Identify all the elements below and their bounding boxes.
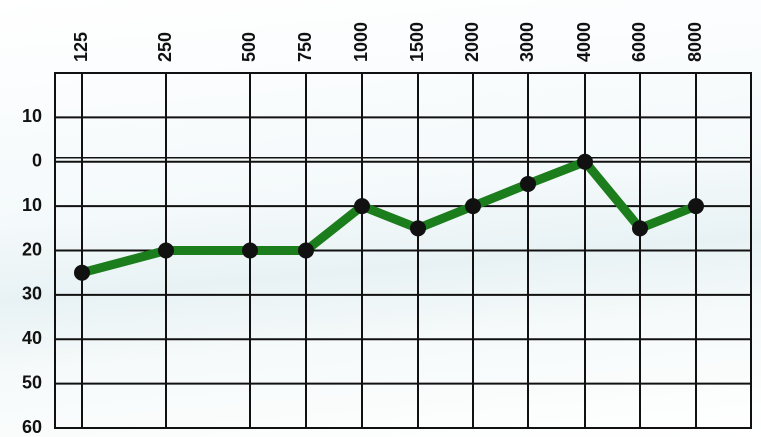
- y-tick-label: 60: [22, 417, 42, 437]
- data-point: [577, 153, 593, 170]
- y-tick-label: 50: [22, 372, 42, 392]
- y-tick-label: 40: [22, 328, 42, 348]
- x-tick-label: 250: [155, 32, 175, 62]
- data-point: [354, 198, 370, 215]
- x-tick-label: 6000: [629, 22, 649, 62]
- data-point: [242, 242, 258, 259]
- data-point: [74, 264, 90, 281]
- series-line: [80, 157, 698, 278]
- x-tick-label: 1500: [407, 22, 427, 62]
- data-point: [465, 198, 481, 215]
- y-tick-label: 30: [22, 284, 42, 304]
- x-tick-label: 500: [239, 32, 259, 62]
- x-tick-label: 4000: [574, 22, 594, 62]
- data-point: [632, 220, 648, 237]
- data-point: [158, 242, 174, 259]
- data-point: [410, 220, 426, 237]
- x-tick-label: 3000: [517, 22, 537, 62]
- y-tick-label: 10: [22, 106, 42, 126]
- x-tick-label: 8000: [685, 22, 705, 62]
- data-point: [298, 242, 314, 259]
- x-tick-label: 2000: [462, 22, 482, 62]
- y-tick-label: 0: [32, 151, 42, 171]
- y-tick-label: 20: [22, 239, 42, 259]
- y-tick-label: 10: [22, 195, 42, 215]
- data-point: [520, 175, 536, 192]
- x-tick-label: 1000: [351, 22, 371, 62]
- data-point: [688, 198, 704, 215]
- x-tick-label: 125: [71, 32, 91, 62]
- x-tick-label: 750: [295, 32, 315, 62]
